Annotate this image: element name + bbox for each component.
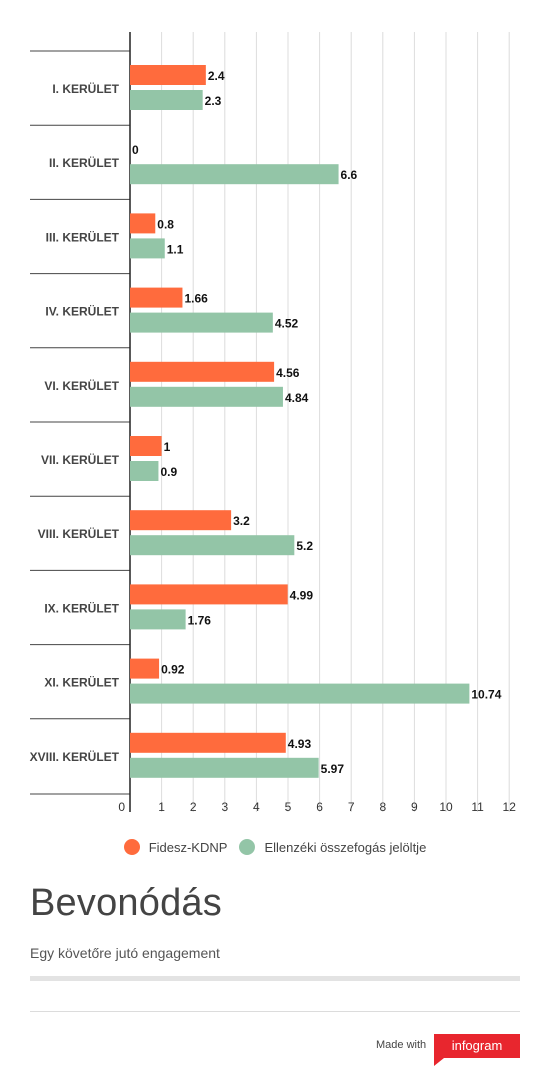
legend-label-fidesz: Fidesz-KDNP — [148, 839, 228, 855]
bar-ellenzeki — [130, 609, 186, 630]
x-tick-label-8: 8 — [379, 800, 386, 814]
category-label: I. KERÜLET — [52, 81, 119, 96]
bar-ellenzeki — [130, 238, 165, 259]
bar-fidesz — [130, 213, 156, 234]
x-tick-label-0: 0 — [118, 800, 125, 814]
legend: Fidesz-KDNP Ellenzéki összefogás jelöltj… — [0, 836, 550, 858]
x-tick-label-12: 12 — [503, 800, 517, 814]
data-label-fidesz: 3.2 — [233, 514, 250, 528]
chart-title: Bevonódás — [30, 882, 222, 924]
category-label: IX. KERÜLET — [44, 600, 119, 615]
bar-ellenzeki — [130, 683, 470, 704]
data-label-fidesz: 0.92 — [161, 663, 185, 677]
category-label: XI. KERÜLET — [44, 675, 119, 690]
chart-subtitle: Egy követőre jutó engagement — [30, 945, 220, 961]
data-label-fidesz: 2.4 — [208, 69, 225, 83]
data-label-ellenzeki: 5.2 — [296, 539, 313, 553]
horizontal-scrollbar[interactable] — [30, 976, 520, 981]
bar-fidesz — [130, 658, 160, 679]
category-label: VII. KERÜLET — [41, 452, 120, 467]
legend-item-ellenzeki[interactable]: Ellenzéki összefogás jelöltje — [239, 839, 426, 855]
bar-ellenzeki — [130, 535, 295, 556]
bar-fidesz — [130, 287, 183, 308]
category-label: VIII. KERÜLET — [38, 526, 120, 541]
category-label: XVIII. KERÜLET — [30, 749, 120, 764]
x-tick-label-10: 10 — [439, 800, 453, 814]
bar-ellenzeki — [130, 461, 159, 481]
legend-swatch-ellenzeki — [239, 839, 256, 855]
bar-ellenzeki — [130, 90, 203, 110]
x-tick-label-7: 7 — [348, 800, 355, 814]
data-label-ellenzeki: 2.3 — [205, 94, 222, 108]
legend-swatch-fidesz — [123, 839, 140, 855]
category-label: IV. KERÜLET — [45, 304, 119, 319]
bar-fidesz — [130, 732, 286, 753]
data-label-ellenzeki: 5.97 — [321, 762, 345, 776]
category-label: II. KERÜLET — [49, 155, 120, 170]
logo-background — [434, 1034, 520, 1058]
bar-ellenzeki — [130, 164, 339, 185]
data-label-ellenzeki: 4.84 — [285, 391, 309, 405]
x-tick-label-9: 9 — [411, 800, 418, 814]
data-label-ellenzeki: 10.74 — [471, 688, 501, 702]
bar-fidesz — [130, 584, 288, 605]
category-label: VI. KERÜLET — [44, 378, 119, 393]
data-label-ellenzeki: 1.1 — [167, 242, 184, 256]
data-label-fidesz: 1 — [164, 440, 171, 454]
bar-fidesz — [130, 436, 162, 456]
data-label-fidesz: 0.8 — [157, 217, 174, 231]
data-label-fidesz: 4.56 — [276, 366, 300, 380]
bar-ellenzeki — [130, 757, 319, 778]
x-tick-label-2: 2 — [190, 800, 197, 814]
bar-ellenzeki — [130, 312, 273, 333]
data-label-fidesz: 0 — [132, 143, 139, 157]
data-label-ellenzeki: 1.76 — [188, 613, 212, 627]
bar-ellenzeki — [130, 386, 283, 407]
data-label-fidesz: 4.99 — [290, 588, 314, 602]
legend-label-ellenzeki: Ellenzéki összefogás jelöltje — [264, 839, 427, 855]
made-with-text: Made with — [376, 1039, 427, 1051]
bar-fidesz — [130, 510, 232, 531]
footer-divider — [30, 1011, 520, 1012]
x-tick-label-3: 3 — [221, 800, 228, 814]
infogram-logo[interactable]: infogram — [434, 1034, 520, 1066]
logo-tail — [434, 1058, 444, 1066]
x-tick-label-5: 5 — [285, 800, 292, 814]
logo-text: infogram — [451, 1038, 503, 1053]
x-tick-label-1: 1 — [158, 800, 165, 814]
bar-fidesz — [130, 361, 275, 382]
data-label-fidesz: 4.93 — [288, 737, 312, 751]
x-tick-label-11: 11 — [471, 800, 484, 814]
x-tick-label-6: 6 — [316, 800, 323, 814]
data-label-ellenzeki: 6.6 — [341, 168, 358, 182]
legend-item-fidesz[interactable]: Fidesz-KDNP — [123, 839, 228, 855]
data-label-ellenzeki: 0.9 — [160, 465, 177, 479]
data-label-fidesz: 1.66 — [184, 292, 208, 306]
data-label-ellenzeki: 4.52 — [275, 317, 299, 331]
bar-fidesz — [130, 65, 206, 85]
x-tick-label-4: 4 — [253, 800, 260, 814]
category-label: III. KERÜLET — [46, 229, 120, 244]
